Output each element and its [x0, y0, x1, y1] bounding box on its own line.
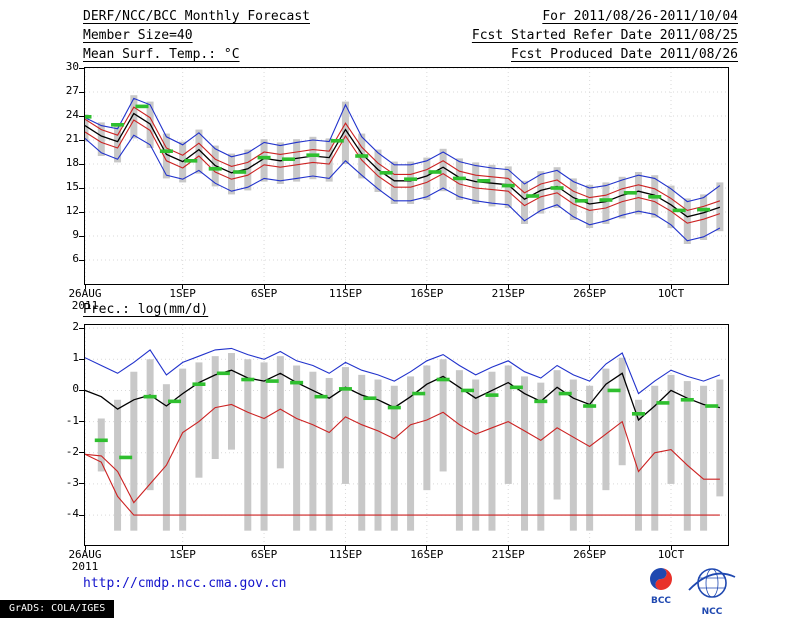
y-axis-tick [79, 452, 84, 454]
x-axis-tick [670, 545, 672, 550]
x-axis-tick [426, 545, 428, 550]
bcc-logo-icon [650, 568, 672, 590]
y-axis-tick [79, 483, 84, 485]
x-tick-label: 21SEP [491, 548, 525, 561]
y-tick-label: 0 [72, 382, 79, 396]
x-tick-label: 11SEP [328, 548, 363, 561]
x-tick-label: 26SEP [573, 287, 607, 300]
ncc-logo-label: NCC [701, 607, 723, 617]
y-axis-tick [79, 358, 84, 360]
x-axis-tick [182, 284, 184, 289]
bcc-logo-label: BCC [650, 596, 672, 606]
temperature-chart: 30 27 24 21 18 15 12 9 6 26AUG 2011 1SEP 6SEP 11SEP 16… [66, 61, 729, 312]
y-axis-tick [79, 187, 84, 189]
y-axis-tick [79, 389, 84, 391]
grads-credit: GrADS: COLA/IGES [0, 600, 115, 618]
x-axis-tick [344, 284, 346, 289]
y-axis-tick [79, 139, 84, 141]
y-tick-label: 6 [72, 252, 79, 265]
y-tick-label: 12 [65, 204, 79, 217]
y-tick-label: -2 [65, 444, 79, 458]
y-axis-tick [79, 327, 84, 329]
x-axis-tick [344, 545, 346, 550]
x-axis-tick [589, 545, 591, 550]
x-tick-label: 26AUG [68, 548, 102, 561]
refer-date-label: Fcst Started Refer Date 2011/08/25 [471, 28, 738, 43]
y-tick-label: 1 [72, 351, 79, 365]
y-tick-label: 2 [72, 320, 79, 334]
y-tick-label: -4 [65, 507, 79, 521]
y-axis-tick [79, 259, 84, 261]
x-axis-tick [182, 545, 184, 550]
x-tick-label: 6SEP [250, 287, 278, 300]
y-axis-tick [79, 235, 84, 237]
x-tick-label: 21SEP [491, 287, 525, 300]
x-axis-year-label: 2011 [71, 560, 99, 573]
y-tick-label: 24 [65, 108, 79, 121]
x-tick-label: 1OCT [657, 287, 685, 300]
x-tick-label: 16SEP [410, 287, 444, 300]
y-tick-label: 21 [65, 132, 79, 145]
y-tick-label: 27 [65, 84, 79, 97]
y-axis-tick [79, 91, 84, 93]
y-tick-label: 18 [65, 156, 79, 169]
precip-chart-title: Prec.: log(mm/d) [83, 302, 209, 317]
x-tick-label: 16SEP [410, 548, 444, 561]
precipitation-chart: 2 1 0 -1 -2 -3 -4 26AUG 2011 1SEP 6SEP 11SEP 16SEP 21… [66, 321, 729, 573]
bcc-logo: BCC [643, 567, 679, 606]
x-tick-label: 26AUG [68, 287, 102, 300]
x-tick-label: 26SEP [573, 548, 607, 561]
y-axis-tick [79, 163, 84, 165]
x-tick-label: 6SEP [250, 548, 278, 561]
y-tick-label: 15 [65, 180, 79, 193]
page-title: DERF/NCC/BCC Monthly Forecast [83, 9, 310, 24]
website-link[interactable]: http://cmdp.ncc.cma.gov.cn [83, 576, 287, 591]
x-tick-label: 11SEP [328, 287, 363, 300]
x-axis-tick [263, 284, 265, 289]
x-tick-label: 1SEP [169, 287, 196, 300]
y-axis-tick [79, 115, 84, 117]
y-tick-label: 9 [72, 228, 79, 241]
ncc-logo: NCC [686, 564, 738, 617]
x-axis-tick [507, 545, 509, 550]
temp-chart-title: Mean Surf. Temp.: °C [83, 47, 240, 62]
x-axis-tick [84, 545, 86, 550]
forecast-period: For 2011/08/26-2011/10/04 [542, 9, 738, 24]
member-size-label: Member Size=40 [83, 28, 193, 43]
y-tick-label: 30 [65, 60, 79, 73]
y-axis-tick [79, 211, 84, 213]
produced-date-label: Fcst Produced Date 2011/08/26 [511, 47, 738, 62]
x-axis-tick [589, 284, 591, 289]
y-axis-tick [79, 67, 84, 69]
x-axis-year-label: 2011 [71, 299, 99, 312]
y-axis-tick [79, 421, 84, 423]
y-tick-label: -1 [65, 413, 79, 427]
x-axis-tick [263, 545, 265, 550]
x-axis-tick [507, 284, 509, 289]
x-tick-label: 1OCT [657, 548, 685, 561]
y-tick-label: -3 [65, 475, 79, 489]
x-axis-tick [670, 284, 672, 289]
y-axis-tick [79, 514, 84, 516]
x-axis-tick [84, 284, 86, 289]
x-tick-label: 1SEP [169, 548, 196, 561]
ncc-logo-icon [688, 568, 736, 598]
x-axis-tick [426, 284, 428, 289]
